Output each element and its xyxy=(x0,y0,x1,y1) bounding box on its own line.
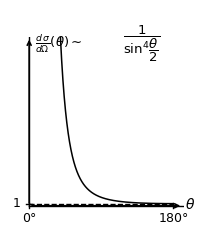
Text: $1$: $1$ xyxy=(12,197,21,210)
Text: $\frac{d\,\sigma}{d\Omega}(\theta) \sim$: $\frac{d\,\sigma}{d\Omega}(\theta) \sim$ xyxy=(35,33,82,55)
Text: $180°$: $180°$ xyxy=(157,212,188,225)
Text: $0°$: $0°$ xyxy=(22,212,37,225)
Text: $\dfrac{1}{\sin^4\!\dfrac{\theta}{2}}$: $\dfrac{1}{\sin^4\!\dfrac{\theta}{2}}$ xyxy=(122,24,160,64)
Text: $\theta$: $\theta$ xyxy=(184,196,194,212)
